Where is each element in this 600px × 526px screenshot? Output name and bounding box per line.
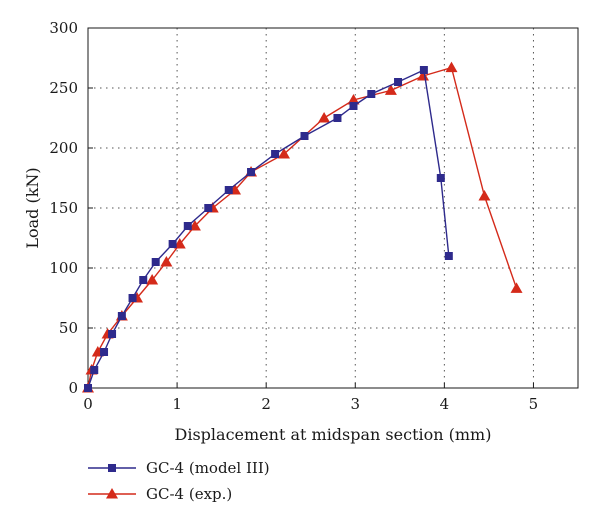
data-point [204,204,213,212]
data-point [183,222,192,230]
data-point [160,256,173,267]
data-point [478,190,491,201]
data-point [139,276,148,284]
data-point [419,66,428,74]
legend-label: GC-4 (model III) [146,459,270,477]
x-tick-label: 0 [83,395,93,413]
data-point [436,174,445,182]
data-point [168,240,177,248]
x-tick-label: 4 [440,395,450,413]
y-tick-label: 0 [68,379,78,397]
y-tick-label: 300 [49,19,78,37]
data-point [84,384,92,392]
series-layer [82,61,523,393]
data-point [416,70,429,81]
series-triangle [82,61,523,393]
data-point [117,312,126,320]
legend-label: GC-4 (exp.) [146,485,232,503]
legend-item: GC-4 (exp.) [88,485,232,503]
data-point [188,220,201,231]
data-point [90,366,99,374]
y-axis-title: Load (kN) [23,167,42,248]
data-point [333,114,342,122]
data-point [173,238,186,249]
y-tick-label: 50 [59,319,78,337]
series-square [84,66,453,392]
legend: GC-4 (model III) GC-4 (exp.) [88,459,270,503]
data-point [108,330,117,338]
x-tick-label: 3 [350,395,360,413]
data-point [349,102,358,110]
data-point [444,252,453,260]
data-point [347,94,360,105]
series-line [87,68,450,389]
data-point [384,84,397,95]
x-axis-title: Displacement at midspan section (mm) [175,425,492,444]
legend-item: GC-4 (model III) [88,459,270,477]
axis-ticks: 0 50 100 150 200 250 300 0 1 2 3 4 5 [49,19,538,413]
data-point [278,148,290,159]
x-tick-label: 1 [172,395,182,413]
y-tick-label: 250 [49,79,78,97]
legend-marker [106,488,118,499]
data-point [300,132,309,140]
data-point [445,61,458,73]
data-point [367,90,376,98]
data-point [510,282,523,293]
data-point [146,274,159,285]
data-point [100,348,109,356]
data-point [224,186,233,194]
data-point [318,112,331,123]
data-point [271,150,280,158]
x-tick-label: 2 [261,395,271,413]
data-point [394,78,403,86]
grid [88,28,578,388]
data-point [151,258,160,266]
y-tick-label: 150 [49,199,78,217]
series-line [87,66,518,389]
y-tick-label: 100 [49,259,78,277]
legend-marker [108,464,116,472]
data-point [247,168,256,176]
data-point [128,294,137,302]
y-tick-label: 200 [49,139,78,157]
x-tick-label: 5 [529,395,539,413]
